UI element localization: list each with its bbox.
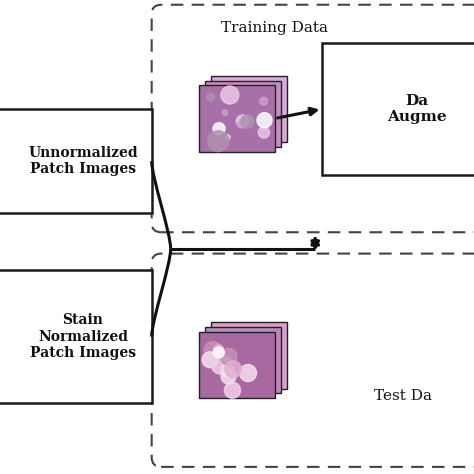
Bar [205, 327, 281, 393]
Circle shape [260, 97, 268, 105]
Text: Training Data: Training Data [221, 21, 328, 36]
Text: Stain
Normalized
Patch Images: Stain Normalized Patch Images [30, 313, 136, 360]
Bar [199, 85, 275, 152]
Circle shape [211, 357, 229, 374]
Circle shape [202, 352, 218, 368]
Bar [199, 332, 275, 398]
Circle shape [257, 113, 272, 128]
Bar [205, 81, 281, 147]
Circle shape [221, 356, 231, 366]
Circle shape [241, 115, 254, 128]
Text: Test Da: Test Da [374, 389, 432, 403]
Circle shape [232, 373, 237, 377]
Bar [322, 43, 474, 175]
Circle shape [237, 121, 244, 128]
Circle shape [221, 86, 239, 104]
Circle shape [221, 369, 236, 384]
Circle shape [224, 382, 240, 398]
Circle shape [213, 123, 225, 135]
Circle shape [213, 345, 224, 355]
Circle shape [221, 364, 234, 377]
Text: Unnormalized
Patch Images: Unnormalized Patch Images [28, 146, 138, 176]
Bar [211, 76, 287, 142]
Circle shape [207, 93, 214, 101]
Bar [0, 270, 152, 403]
Circle shape [239, 365, 256, 382]
Circle shape [225, 367, 236, 378]
Circle shape [258, 127, 270, 138]
Circle shape [208, 131, 228, 152]
Bar [0, 109, 152, 213]
Text: Da
Augme: Da Augme [387, 94, 447, 124]
Circle shape [225, 361, 242, 378]
Circle shape [204, 342, 222, 359]
Circle shape [213, 347, 224, 358]
Circle shape [220, 348, 237, 365]
Circle shape [222, 110, 228, 116]
Bar [211, 322, 287, 389]
Circle shape [225, 135, 230, 140]
Circle shape [236, 115, 249, 128]
